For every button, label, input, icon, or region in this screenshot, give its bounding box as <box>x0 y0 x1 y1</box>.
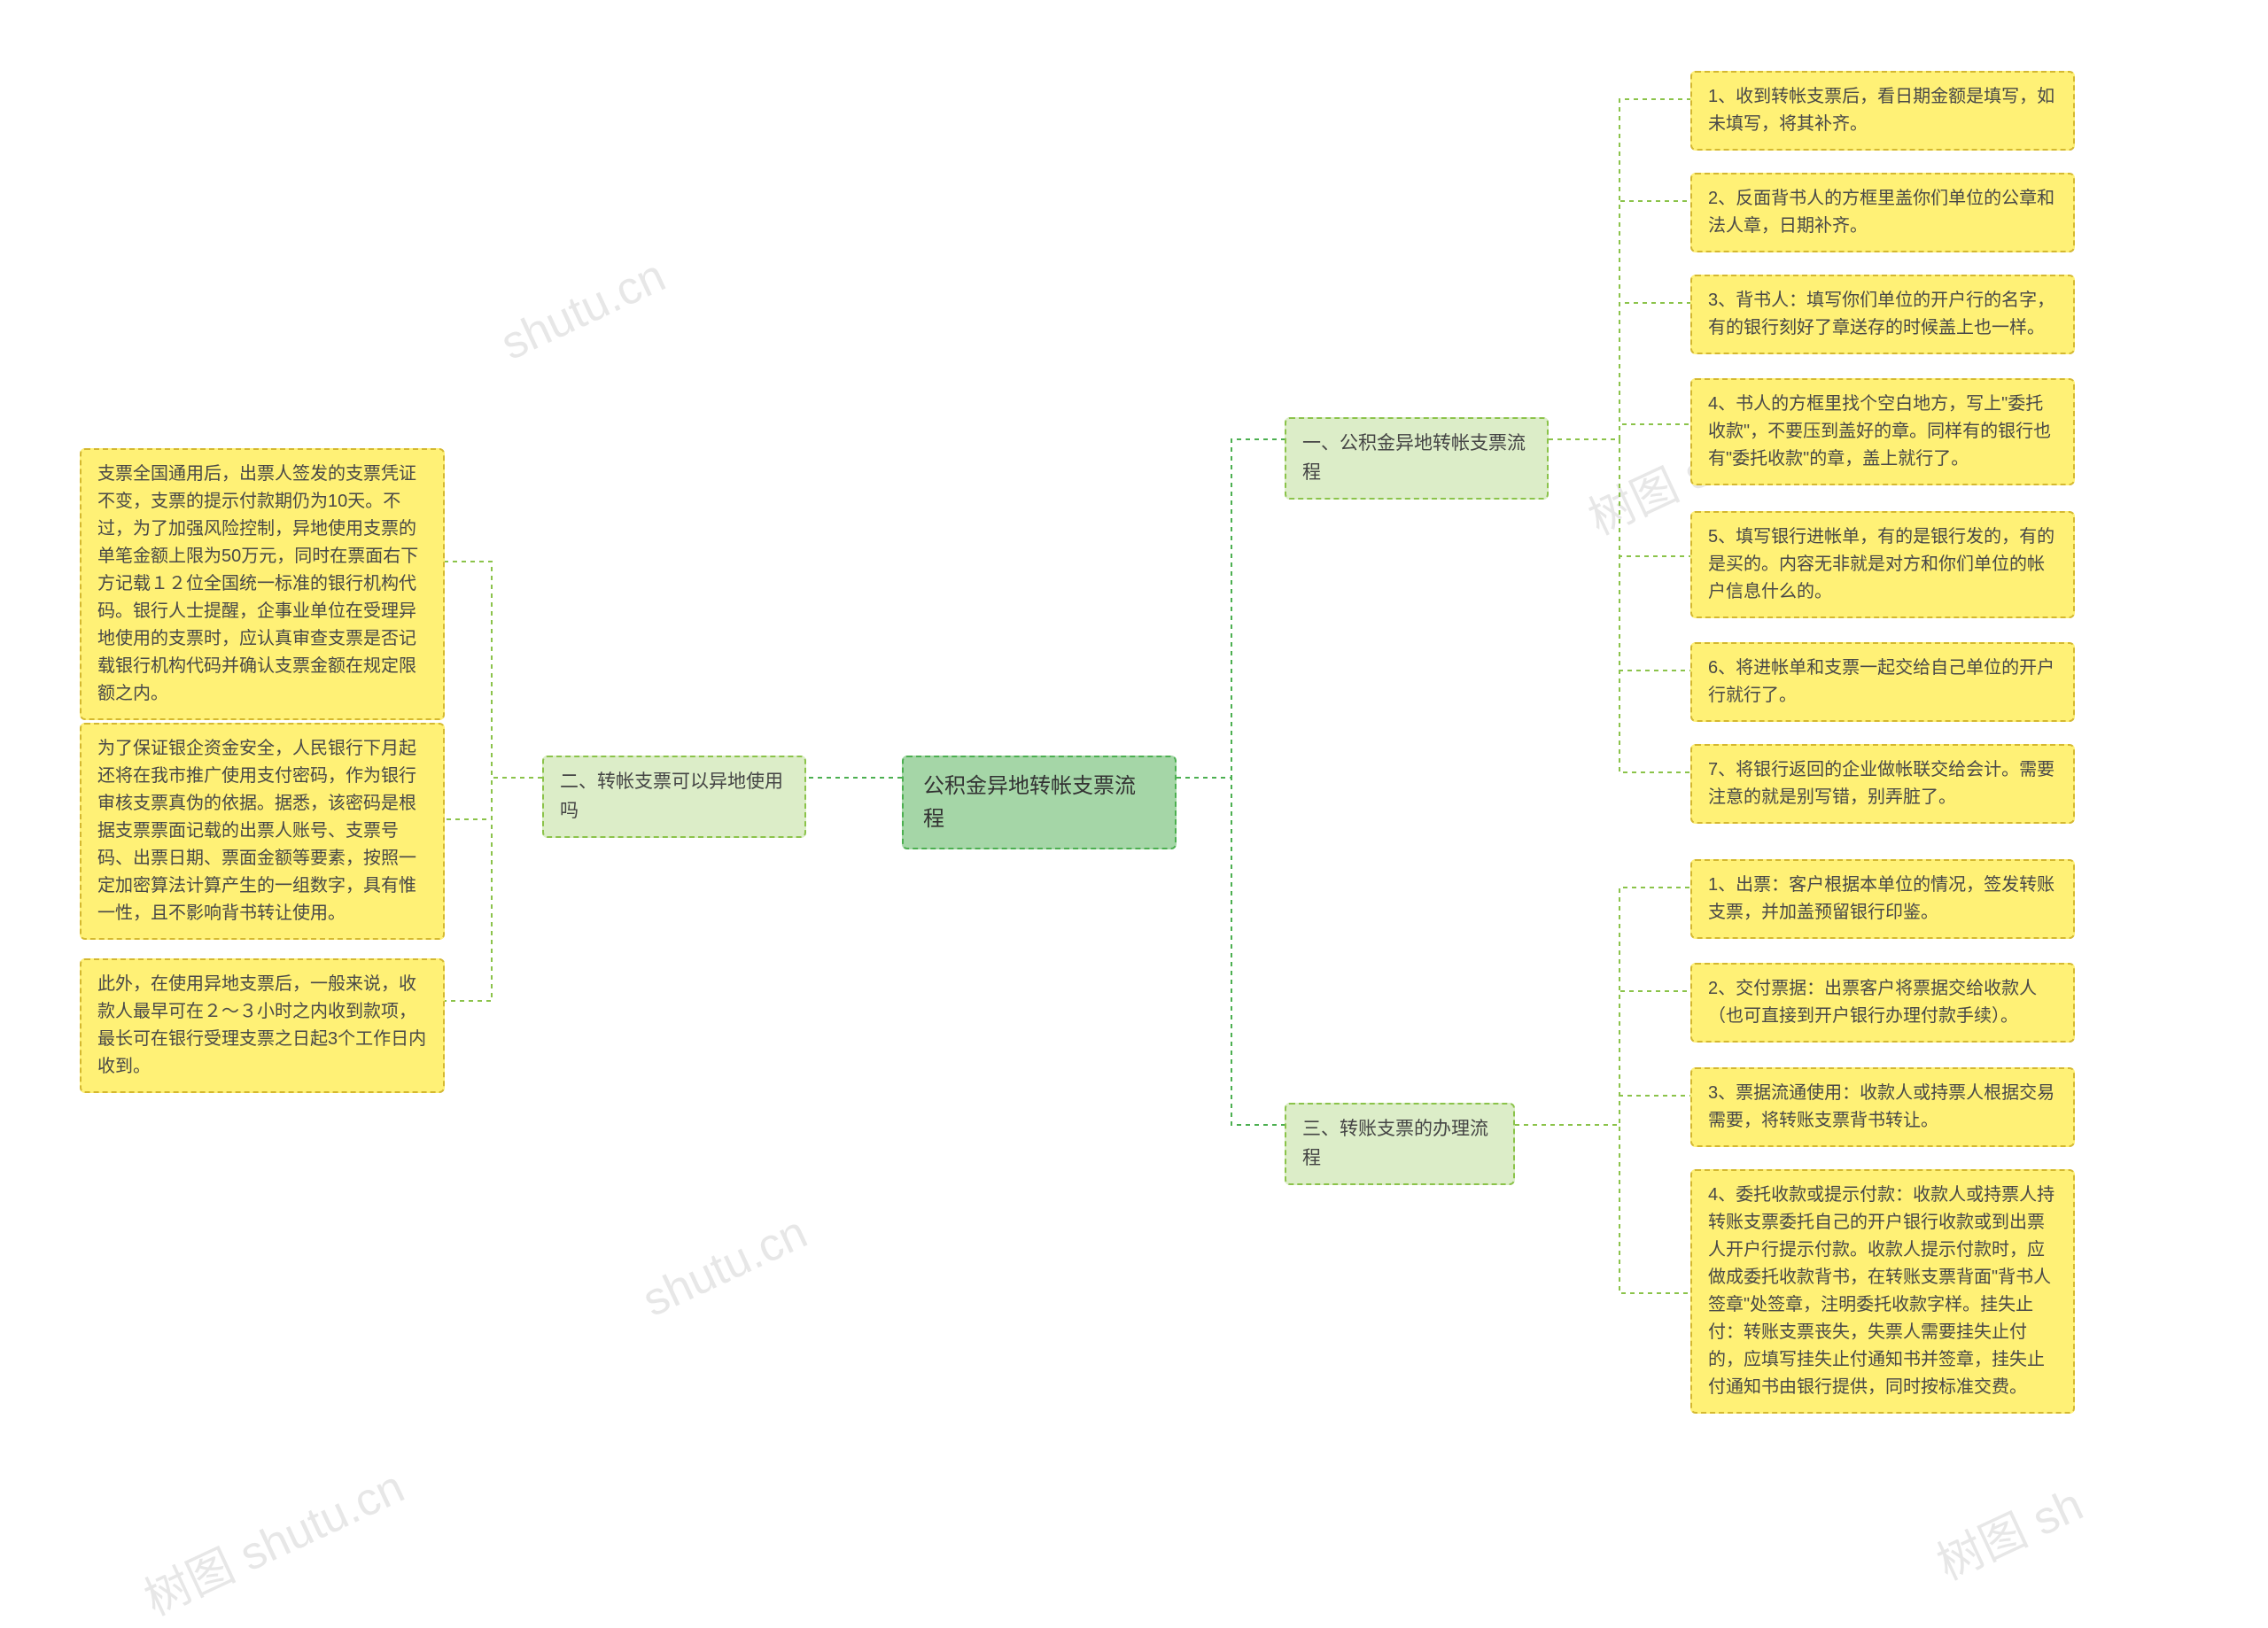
leaf-b1-2: 2、反面背书人的方框里盖你们单位的公章和法人章，日期补齐。 <box>1690 173 2075 252</box>
watermark: 树图 shutu.cn <box>132 1450 413 1628</box>
leaf-b3-1: 1、出票：客户根据本单位的情况，签发转账支票，并加盖预留银行印鉴。 <box>1690 859 2075 939</box>
branch-2: 二、转帐支票可以异地使用吗 <box>542 756 806 838</box>
leaf-b1-3: 3、背书人：填写你们单位的开户行的名字，有的银行刻好了章送存的时候盖上也一样。 <box>1690 275 2075 354</box>
watermark: shutu.cn <box>493 249 674 370</box>
leaf-b3-3: 3、票据流通使用：收款人或持票人根据交易需要，将转账支票背书转让。 <box>1690 1067 2075 1147</box>
leaf-b3-2: 2、交付票据：出票客户将票据交给收款人（也可直接到开户银行办理付款手续）。 <box>1690 963 2075 1043</box>
center-node: 公积金异地转帐支票流程 <box>902 756 1177 849</box>
watermark: shutu.cn <box>635 1205 816 1327</box>
leaf-b3-4: 4、委托收款或提示付款：收款人或持票人持转账支票委托自己的开户银行收款或到出票人… <box>1690 1169 2075 1414</box>
watermark: 树图 sh <box>1924 1468 2092 1593</box>
leaf-b1-1: 1、收到转帐支票后，看日期金额是填写，如未填写，将其补齐。 <box>1690 71 2075 151</box>
leaf-b2-3: 此外，在使用异地支票后，一般来说，收款人最早可在２～３小时之内收到款项，最长可在… <box>80 958 445 1093</box>
leaf-b1-4: 4、书人的方框里找个空白地方，写上"委托收款"，不要压到盖好的章。同样有的银行也… <box>1690 378 2075 485</box>
branch-3: 三、转账支票的办理流程 <box>1285 1103 1515 1185</box>
leaf-b1-7: 7、将银行返回的企业做帐联交给会计。需要注意的就是别写错，别弄脏了。 <box>1690 744 2075 824</box>
leaf-b2-2: 为了保证银企资金安全，人民银行下月起还将在我市推广使用支付密码，作为银行审核支票… <box>80 723 445 940</box>
leaf-b1-5: 5、填写银行进帐单，有的是银行发的，有的是买的。内容无非就是对方和你们单位的帐户… <box>1690 511 2075 618</box>
leaf-b1-6: 6、将进帐单和支票一起交给自己单位的开户行就行了。 <box>1690 642 2075 722</box>
leaf-b2-1: 支票全国通用后，出票人签发的支票凭证不变，支票的提示付款期仍为10天。不过，为了… <box>80 448 445 720</box>
branch-1: 一、公积金异地转帐支票流程 <box>1285 417 1549 500</box>
